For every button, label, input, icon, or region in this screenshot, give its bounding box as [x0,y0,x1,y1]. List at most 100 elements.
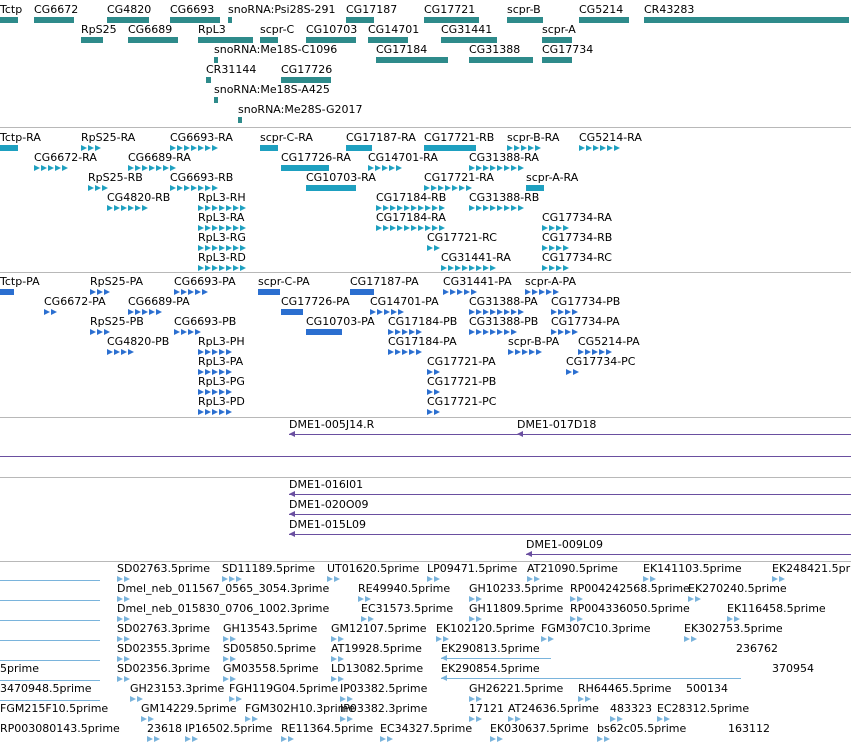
arrow-icon [490,205,496,211]
feature-label: CG31388-RB [469,191,540,204]
strand-arrows-icon [340,716,354,722]
arrow-icon [347,696,353,702]
arrow-icon [565,309,571,315]
arrow-icon [230,656,236,662]
feature-label: 5prime [0,662,40,675]
arrow-icon [95,145,101,151]
arrow-icon [599,349,605,355]
arrow-icon [471,289,477,295]
feature-label: CG31441 [441,23,493,36]
strand-arrows-icon [370,309,408,315]
arrow-icon [684,636,690,642]
feature-label: SD11189.5prime [222,562,315,575]
arrow-icon [411,205,417,211]
feature-span-line [289,491,851,497]
feature-span-line [289,511,851,517]
arrow-icon [95,185,101,191]
arrow-icon [163,165,169,171]
strand-arrows-icon [90,289,114,295]
arrow-icon [149,165,155,171]
arrow-icon [432,225,438,231]
arrow-icon [205,265,211,271]
arrow-icon [734,616,740,622]
feature-label: IP03382.5prime [340,682,428,695]
arrow-icon [515,349,521,355]
arrow-icon [198,349,204,355]
arrow-icon [535,145,541,151]
strand-arrows-icon [772,576,786,582]
arrow-icon [586,145,592,151]
feature-label: CG17721-PB [427,375,497,388]
strand-arrows-icon [507,145,545,151]
feature-glyph [281,77,331,83]
arrow-icon [396,165,402,171]
arrow-icon [556,265,562,271]
arrow-icon [198,389,204,395]
arrow-icon [418,225,424,231]
arrow-icon [384,309,390,315]
feature-label: CG17734-PA [551,315,620,328]
strand-arrows-icon [128,165,178,171]
arrow-icon [226,389,232,395]
feature-label: snoRNA:Psi28S-291 [228,3,336,16]
arrow-icon [55,165,61,171]
arrow-icon [490,265,496,271]
feature-glyph [281,165,329,171]
arrow-icon [427,409,433,415]
strand-arrows-icon [81,145,105,151]
feature-glyph [170,17,220,23]
feature-label: EC34327.5prime [380,722,473,735]
arrow-icon [128,349,134,355]
arrow-icon [490,736,496,742]
feature-label: CG17721-RB [424,131,495,144]
track-ests: SD02763.5prime SD11189.5prime UT01620.5pri… [0,561,851,745]
feature-label: 23618 [147,722,182,735]
arrow-icon [416,349,422,355]
arrow-icon [188,329,194,335]
strand-arrows-icon [551,309,579,315]
arrow-icon [497,205,503,211]
feature-label: RpL3-PG [198,375,245,388]
feature-label: scpr-B-PA [508,335,560,348]
feature-label: RE49940.5prime [358,582,451,595]
arrow-icon [556,225,562,231]
feature-label: EK248421.5prime [772,562,851,575]
strand-arrows-icon [198,369,234,375]
strand-arrows-icon [223,656,237,662]
arrow-icon [539,289,545,295]
arrow-icon [382,165,388,171]
arrow-icon [585,349,591,355]
feature-label: IP03382.3prime [340,702,428,715]
arrow-icon [511,165,517,171]
strand-arrows-icon [388,349,426,355]
arrow-icon [191,185,197,191]
arrow-icon [331,636,337,642]
arrow-icon [141,716,147,722]
feature-label: 500134 [686,682,728,695]
feature-label: snoRNA:Me18S-A425 [214,83,330,96]
arrow-icon [688,596,694,602]
strand-arrows-icon [542,245,572,251]
strand-arrows-icon [469,616,483,622]
arrow-icon [411,225,417,231]
arrow-icon [185,736,191,742]
arrow-icon [233,265,239,271]
arrow-icon [387,736,393,742]
arrow-icon [556,245,562,251]
feature-label: RpL3-PH [198,335,245,348]
arrow-icon [236,696,242,702]
arrow-icon [233,205,239,211]
arrow-icon [441,265,447,271]
arrow-icon [617,716,623,722]
arrow-icon [376,205,382,211]
arrow-icon [177,145,183,151]
arrow-icon [563,245,569,251]
feature-label: CG17721-PA [427,355,496,368]
arrow-icon [490,309,496,315]
arrow-icon [383,205,389,211]
feature-label: CG17734-RA [542,211,612,224]
feature-label: EK141103.5prime [643,562,742,575]
feature-span-line [526,551,851,557]
feature-label: FGM302H10.3prime [245,702,356,715]
arrow-icon [88,145,94,151]
